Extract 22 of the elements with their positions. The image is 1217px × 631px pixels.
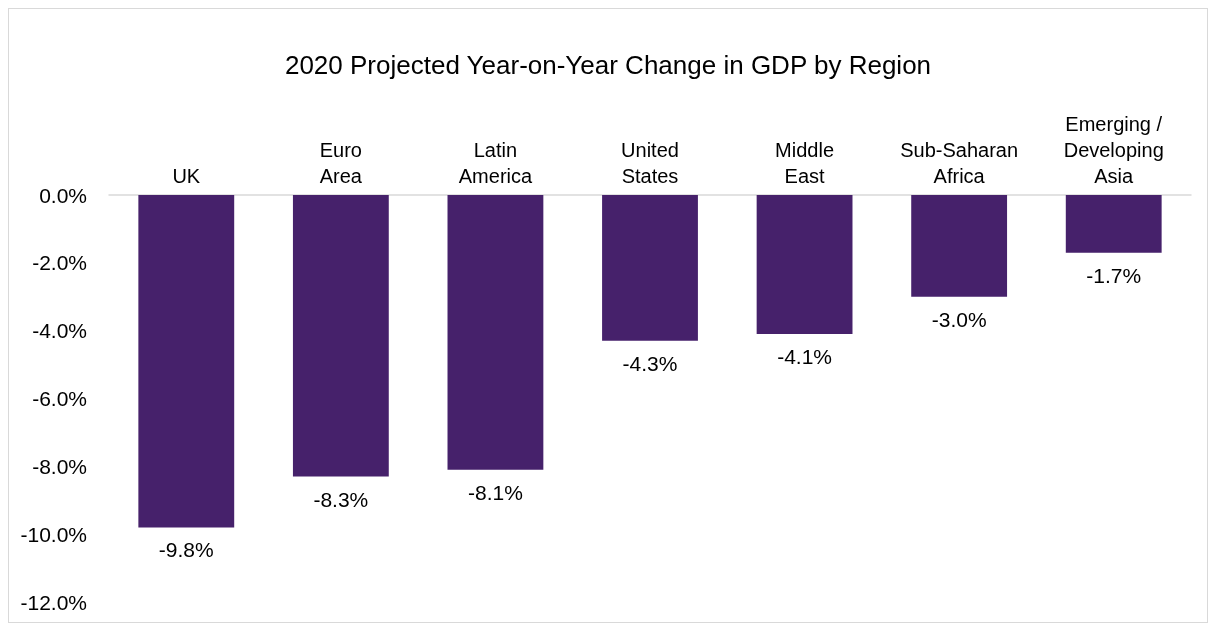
data-label: -8.3%	[313, 487, 369, 511]
data-label: -1.7%	[1086, 263, 1142, 287]
data-label: -8.1%	[468, 480, 523, 504]
y-tick-label: 0.0%	[39, 183, 87, 207]
y-tick-label: -2.0%	[32, 251, 87, 275]
x-tick-label: Latin America	[458, 139, 533, 187]
chart-title: 2020 Projected Year-on-Year Change in GDP by Region	[284, 50, 932, 80]
y-tick-label: -8.0%	[32, 454, 87, 478]
x-tick-label: UK	[172, 165, 201, 187]
data-label: -4.1%	[777, 345, 832, 369]
data-label: -3.0%	[931, 307, 987, 331]
x-tick-label: Sub-Saharan Africa	[900, 139, 1019, 187]
data-label: -9.8%	[158, 538, 214, 562]
x-tick-label: United States	[621, 139, 679, 187]
y-tick-label: -4.0%	[32, 319, 87, 343]
y-tick-label: -10.0%	[20, 522, 87, 546]
y-tick-label: -6.0%	[32, 387, 87, 410]
data-label: -4.3%	[622, 351, 678, 375]
x-tick-label: Middle East	[775, 139, 835, 187]
x-tick-label: Euro Area	[319, 139, 363, 187]
x-tick-label: Emerging / Developing Asia	[1063, 113, 1164, 187]
y-tick-label: -12.0%	[20, 590, 87, 614]
